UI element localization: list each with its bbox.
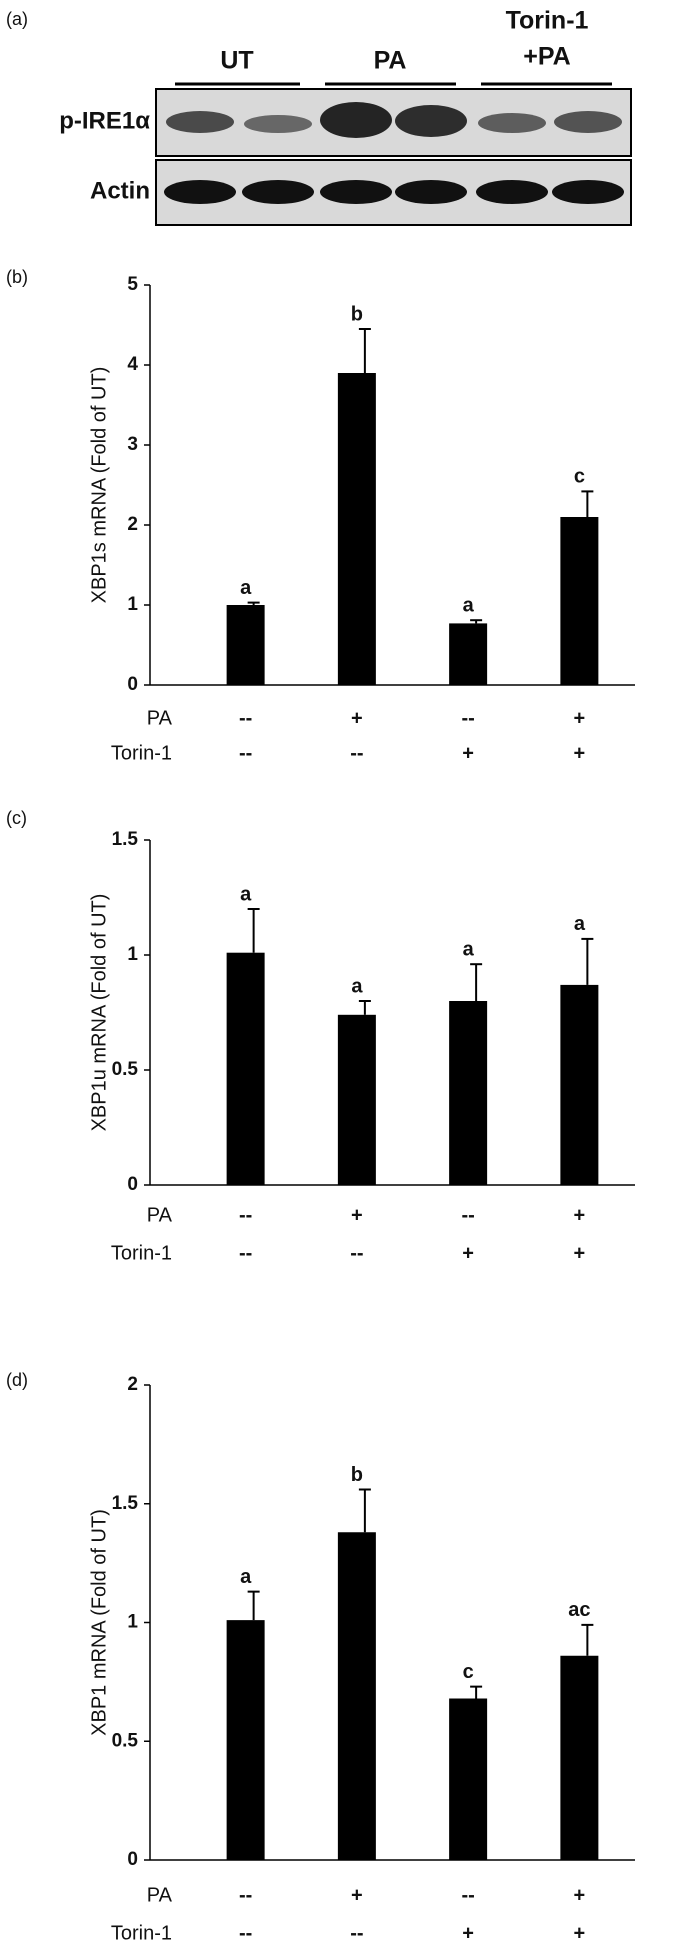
band xyxy=(320,180,392,204)
band xyxy=(395,105,467,137)
bar xyxy=(337,1014,376,1185)
condition-sign: -- xyxy=(350,1922,363,1944)
annotation: b xyxy=(351,303,363,325)
condition-sign: + xyxy=(574,1922,586,1944)
y-axis-label: XBP1s mRNA (Fold of UT) xyxy=(88,367,110,604)
annotation: a xyxy=(351,975,363,997)
blot-panel: (a) UT PA Torin-1 +PA p-IRE1α Actin xyxy=(6,7,632,226)
blot-frame xyxy=(155,88,632,157)
bar xyxy=(226,605,265,685)
bar xyxy=(449,1698,488,1860)
y-tick-label: 3 xyxy=(127,434,138,455)
condition-sign: -- xyxy=(239,1204,252,1226)
condition-sign: + xyxy=(462,742,474,764)
band xyxy=(166,111,234,133)
condition-label: PA xyxy=(147,707,173,729)
condition-sign: -- xyxy=(239,707,252,729)
bar xyxy=(226,952,265,1185)
band xyxy=(244,115,312,133)
condition-sign: + xyxy=(574,707,586,729)
y-tick-label: 0.5 xyxy=(112,1059,139,1080)
annotation: b xyxy=(351,1464,363,1486)
band xyxy=(320,102,392,138)
condition-sign: + xyxy=(351,1204,363,1226)
condition-sign: + xyxy=(574,1204,586,1226)
group-label: UT xyxy=(220,47,253,75)
band xyxy=(395,180,467,204)
condition-sign: + xyxy=(351,1884,363,1906)
annotation: c xyxy=(574,466,585,488)
annotation: a xyxy=(574,913,586,935)
condition-label: Torin-1 xyxy=(111,742,172,764)
condition-sign: -- xyxy=(461,1204,474,1226)
y-axis-label: XBP1 mRNA (Fold of UT) xyxy=(88,1509,110,1736)
y-tick-label: 2 xyxy=(127,514,138,535)
panel-label: (c) xyxy=(6,808,27,828)
band xyxy=(552,180,624,204)
condition-sign: -- xyxy=(350,742,363,764)
condition-sign: + xyxy=(462,1922,474,1944)
condition-sign: + xyxy=(462,1242,474,1264)
row-label: Actin xyxy=(90,177,150,204)
y-tick-label: 1 xyxy=(127,944,138,965)
y-tick-label: 0 xyxy=(127,1174,138,1195)
condition-sign: -- xyxy=(239,1884,252,1906)
condition-sign: -- xyxy=(239,742,252,764)
panel-label: (a) xyxy=(6,9,28,29)
annotation: a xyxy=(240,1566,252,1588)
bar xyxy=(560,984,599,1185)
bands xyxy=(164,180,624,204)
condition-label: PA xyxy=(147,1884,173,1906)
bar xyxy=(560,1655,599,1860)
bands xyxy=(166,102,622,138)
condition-label: Torin-1 xyxy=(111,1922,172,1944)
annotation: a xyxy=(240,577,252,599)
y-tick-label: 1 xyxy=(127,594,138,615)
y-tick-label: 1.5 xyxy=(112,1493,139,1514)
condition-sign: + xyxy=(351,707,363,729)
condition-label: PA xyxy=(147,1204,173,1226)
y-tick-label: 1.5 xyxy=(112,829,139,850)
condition-sign: + xyxy=(574,1884,586,1906)
group-label: PA xyxy=(374,47,407,75)
condition-sign: -- xyxy=(239,1922,252,1944)
bar xyxy=(449,623,488,685)
bar xyxy=(337,1532,376,1860)
condition-sign: -- xyxy=(350,1242,363,1264)
condition-sign: + xyxy=(574,1242,586,1264)
condition-sign: + xyxy=(574,742,586,764)
condition-label: Torin-1 xyxy=(111,1242,172,1264)
y-tick-label: 2 xyxy=(127,1374,138,1395)
y-tick-label: 0 xyxy=(127,1849,138,1870)
y-axis-label: XBP1u mRNA (Fold of UT) xyxy=(88,894,110,1132)
band xyxy=(554,111,622,133)
y-tick-label: 5 xyxy=(127,274,138,295)
y-tick-label: 0.5 xyxy=(112,1730,139,1751)
panel-label: (b) xyxy=(6,267,28,287)
bar xyxy=(560,517,599,685)
y-tick-label: 1 xyxy=(127,1612,138,1633)
band xyxy=(242,180,314,204)
bar xyxy=(337,373,376,685)
row-label: p-IRE1α xyxy=(59,107,150,134)
y-tick-label: 0 xyxy=(127,674,138,695)
group-label: +PA xyxy=(523,43,570,71)
annotation: a xyxy=(463,594,475,616)
group-label: Torin-1 xyxy=(506,7,589,35)
condition-sign: -- xyxy=(461,1884,474,1906)
annotation: a xyxy=(240,883,252,905)
bar xyxy=(226,1620,265,1860)
panel-label: (d) xyxy=(6,1370,28,1390)
band xyxy=(476,180,548,204)
y-tick-label: 4 xyxy=(127,354,138,375)
bar xyxy=(449,1001,488,1185)
annotation: ac xyxy=(568,1599,590,1621)
band xyxy=(478,113,546,133)
annotation: a xyxy=(463,938,475,960)
condition-sign: -- xyxy=(239,1242,252,1264)
annotation: c xyxy=(463,1661,474,1683)
condition-sign: -- xyxy=(461,707,474,729)
band xyxy=(164,180,236,204)
